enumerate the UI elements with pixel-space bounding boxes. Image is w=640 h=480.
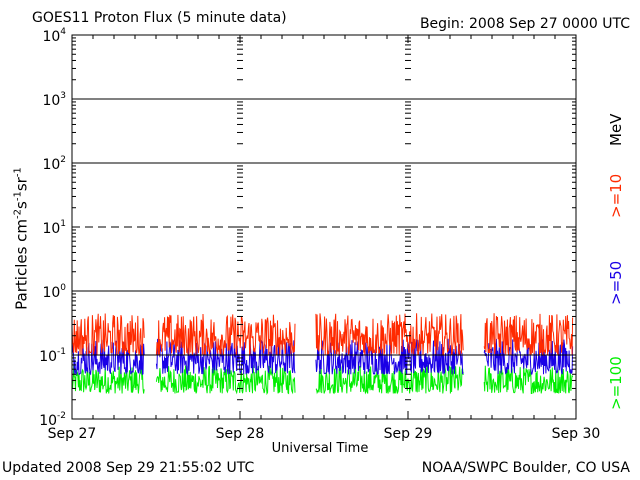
updated-timestamp: Updated 2008 Sep 29 21:55:02 UTC: [2, 460, 255, 476]
chart-title: GOES11 Proton Flux (5 minute data): [32, 10, 287, 26]
y-tick-label: 104: [42, 27, 66, 45]
series-line-2: [71, 363, 574, 396]
begin-time: Begin: 2008 Sep 27 0000 UTC: [419, 16, 630, 32]
legend-10mev: >=10: [607, 173, 625, 218]
x-tick-label: Sep 29: [384, 426, 433, 442]
y-tick-label: 10-1: [39, 347, 66, 365]
legend-100mev: >=100: [607, 356, 625, 410]
y-tick-label: 101: [42, 219, 66, 237]
series-line-1: [71, 338, 574, 376]
series-line-0: [71, 313, 574, 357]
x-axis-label: Universal Time: [271, 441, 369, 456]
y-tick-label: 102: [42, 155, 66, 173]
x-tick-label: Sep 27: [48, 426, 97, 442]
y-tick-label: 10-2: [39, 411, 66, 429]
y-tick-label: 103: [42, 91, 66, 109]
x-tick-label: Sep 30: [552, 426, 601, 442]
x-tick-label: Sep 28: [216, 426, 265, 442]
credit-text: NOAA/SWPC Boulder, CO USA: [421, 460, 630, 476]
legend-unit: MeV: [607, 113, 625, 146]
legend-50mev: >=50: [607, 260, 625, 305]
y-tick-label: 100: [42, 283, 66, 301]
